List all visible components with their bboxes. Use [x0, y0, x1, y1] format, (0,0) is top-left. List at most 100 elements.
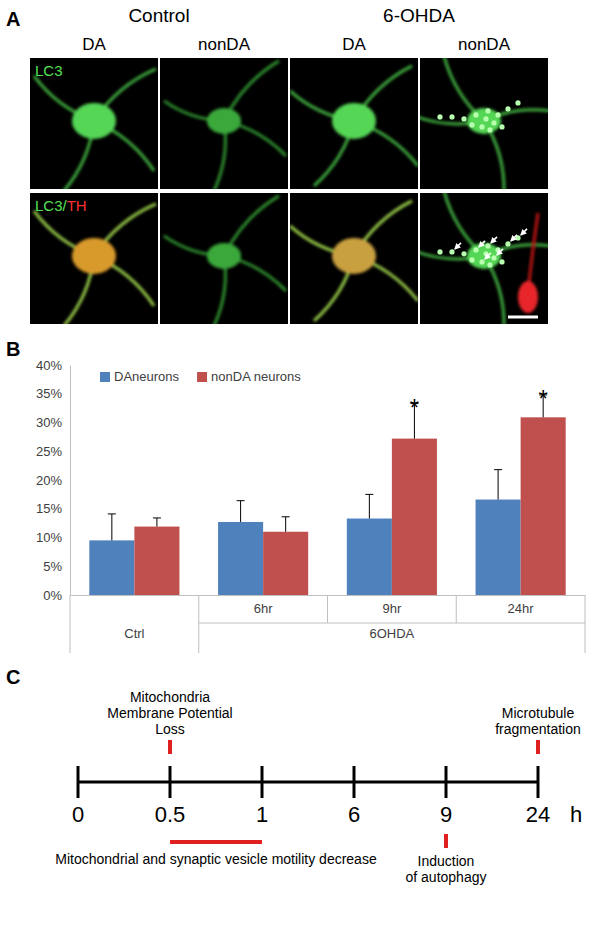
category-divider — [327, 595, 328, 623]
panel-label: C — [6, 666, 20, 688]
group-label: 6OHDA — [369, 626, 414, 641]
micrograph-background — [30, 58, 158, 189]
tick: 6hr — [254, 595, 273, 616]
category-divider — [198, 595, 199, 653]
micrograph — [290, 193, 418, 324]
lc3-puncta — [479, 259, 484, 264]
soma — [207, 108, 241, 134]
lc3-puncta — [485, 243, 490, 248]
tick-label: 9 — [440, 802, 452, 827]
tick-mark — [537, 766, 540, 798]
tick-label: 6hr — [254, 601, 273, 616]
unit-label: h — [570, 802, 582, 827]
event-label: Microtubule — [502, 705, 575, 721]
tick-mark — [169, 766, 172, 798]
soma — [332, 103, 376, 139]
tick: 30% — [36, 415, 70, 430]
micrograph — [160, 58, 288, 189]
arrow — [485, 253, 491, 259]
error-bar-cap — [365, 494, 373, 495]
legend-entry: DAneurons — [100, 369, 180, 384]
error-bar-stem — [111, 514, 112, 540]
event-label: fragmentation — [495, 721, 581, 737]
error-bar-stem — [240, 501, 241, 522]
lc3-puncta — [515, 100, 520, 105]
lc3-puncta — [469, 122, 474, 127]
tick-label: 0% — [43, 588, 62, 603]
legend-label: nonDA neurons — [211, 369, 301, 384]
error-bar — [153, 518, 161, 527]
row-label-part: TH — [67, 197, 87, 214]
lc3-puncta — [479, 124, 484, 129]
lc3-puncta — [473, 247, 478, 252]
tick: 40% — [36, 358, 70, 373]
legend: DAneurons nonDA neurons — [100, 369, 301, 384]
event-label: Mitochondria — [130, 689, 210, 705]
neuron — [420, 193, 548, 324]
significance-mark: * — [538, 385, 547, 412]
tick-label: 10% — [36, 530, 62, 545]
arrow — [491, 237, 497, 243]
lc3-puncta — [473, 112, 478, 117]
row-label: LC3/TH — [35, 197, 87, 214]
legend-swatch — [100, 372, 110, 382]
tick-label: 24hr — [508, 601, 535, 616]
error-bar-stem — [369, 494, 370, 518]
x-axis-level2: Ctrl — [124, 595, 520, 641]
event-label: of autophagy — [406, 869, 487, 885]
neuron — [164, 196, 286, 324]
tick-mark — [261, 766, 264, 798]
bar — [392, 439, 437, 595]
micrograph — [160, 193, 288, 324]
event-marker — [444, 834, 448, 848]
tick: 25% — [36, 444, 70, 459]
bar — [476, 500, 521, 595]
arrow — [511, 235, 517, 241]
tick-mark — [445, 766, 448, 798]
neuron — [290, 66, 418, 186]
row-label: LC3 — [35, 62, 63, 79]
category-divider — [70, 595, 71, 653]
tick: 10% — [36, 530, 70, 545]
legend-swatch — [197, 372, 207, 382]
bar — [218, 522, 263, 595]
event-label: Induction — [418, 853, 475, 869]
th-neuron — [518, 213, 538, 313]
lc3-puncta — [499, 259, 504, 264]
lc3-puncta — [505, 106, 510, 111]
lc3-puncta — [449, 249, 454, 254]
tick-label: 24 — [526, 802, 550, 827]
tick-label: 0.5 — [155, 802, 186, 827]
row-label-part: LC3 — [35, 62, 63, 79]
category-dividers — [70, 595, 585, 653]
event-range — [170, 840, 262, 844]
error-bar-stem — [285, 517, 286, 532]
micrograph-background — [30, 193, 158, 324]
group-divider — [199, 623, 585, 624]
soma — [332, 238, 376, 274]
micrograph-background — [160, 58, 288, 189]
tick: 15% — [36, 501, 70, 516]
micrograph — [420, 58, 548, 189]
soma — [72, 103, 116, 139]
tick: Ctrl — [124, 595, 144, 641]
lc3-puncta — [499, 124, 504, 129]
condition-label: 6-OHDA — [383, 5, 455, 26]
bars — [89, 395, 565, 595]
micrograph-background — [160, 193, 288, 324]
tick-label: 6 — [348, 802, 360, 827]
error-bar — [494, 470, 502, 500]
neuron — [164, 61, 286, 189]
arrow — [521, 229, 527, 235]
lc3-puncta — [487, 262, 492, 267]
error-bar-cap — [237, 500, 245, 501]
error-bar-cap — [108, 513, 116, 514]
neurite — [528, 213, 538, 293]
category-divider — [585, 595, 586, 653]
timeline: 00.516924hMitochondriaMembrane Potential… — [55, 689, 582, 885]
significance-mark: * — [410, 394, 419, 421]
micrograph — [30, 193, 158, 324]
arrow — [479, 241, 485, 247]
lc3-puncta — [491, 255, 496, 260]
error-bar-stem — [156, 518, 157, 527]
